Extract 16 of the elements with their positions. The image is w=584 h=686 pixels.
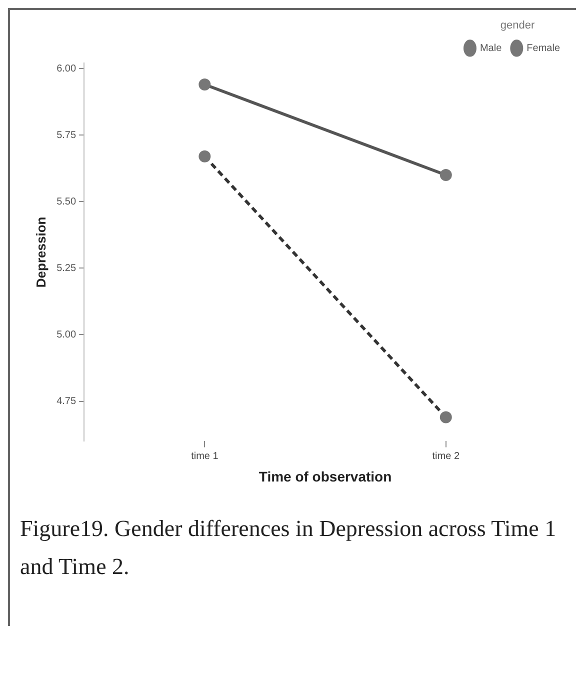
point xyxy=(440,169,452,182)
legend-title: gender xyxy=(500,20,535,32)
legend-label: Male xyxy=(480,42,502,54)
y-tick-label: 4.75 xyxy=(56,396,76,408)
legend-label: Female xyxy=(526,42,560,54)
caption: Figure19. Gender differences in Depression across Time 1 and Time 2. xyxy=(19,515,558,581)
x-axis-title: Time of observation xyxy=(258,468,392,484)
y-tick-label: 5.50 xyxy=(56,196,76,208)
x-tick-label: time 2 xyxy=(432,450,460,462)
y-tick-label: 6.00 xyxy=(56,63,76,74)
y-tick-label: 5.25 xyxy=(56,262,76,274)
y-axis-title: Depression xyxy=(33,216,48,288)
point xyxy=(198,78,211,90)
x-tick-label: time 1 xyxy=(191,450,219,462)
y-tick-label: 5.75 xyxy=(56,130,76,141)
y-tick-label: 5.00 xyxy=(56,329,76,340)
